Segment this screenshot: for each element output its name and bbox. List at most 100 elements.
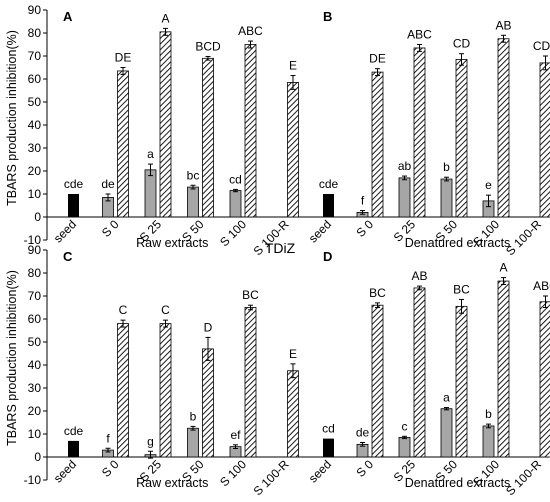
significance-label: DE xyxy=(115,51,132,65)
significance-label: C xyxy=(161,303,170,317)
significance-label: e xyxy=(485,178,492,192)
panel-letter: A xyxy=(63,9,73,24)
significance-label: CD xyxy=(453,37,471,51)
bar-gray xyxy=(482,425,495,458)
bar-seed xyxy=(68,194,79,217)
significance-label: D xyxy=(204,320,213,334)
bar-hatched xyxy=(371,304,384,458)
bar-hatched xyxy=(455,305,468,458)
significance-label: de xyxy=(356,426,370,440)
x-tick-label: S 100 xyxy=(217,217,249,249)
bar-gray xyxy=(440,178,453,218)
bar-hatched xyxy=(202,348,214,458)
significance-label: C xyxy=(119,303,128,317)
bar-hatched xyxy=(202,57,214,218)
bar-hatched xyxy=(287,82,299,218)
x-tick-label: seed xyxy=(306,217,334,245)
significance-label: BCD xyxy=(195,39,221,53)
y-tick-label: 10 xyxy=(28,187,42,201)
x-tick-label: S 0 xyxy=(99,217,122,240)
bar-hatched xyxy=(159,323,172,458)
bar-hatched xyxy=(159,31,172,218)
bar-hatched xyxy=(117,323,129,458)
significance-label: cde xyxy=(64,424,84,438)
significance-label: cde xyxy=(319,177,339,191)
panel-letter: C xyxy=(63,249,73,264)
bar-hatched xyxy=(244,307,257,458)
bar-gray xyxy=(398,177,411,218)
y-tick-label: 90 xyxy=(28,3,42,17)
significance-label: f xyxy=(361,194,365,208)
y-tick-label: -10 xyxy=(24,233,42,247)
bar-hatched xyxy=(497,38,510,218)
significance-label: de xyxy=(101,177,115,191)
significance-label: cd xyxy=(229,172,242,186)
bar-gray xyxy=(144,169,157,218)
bar-gray xyxy=(187,427,199,458)
center-label: TDiZ xyxy=(265,240,296,256)
x-tick-label: S 0 xyxy=(353,217,376,240)
y-tick-label: 30 xyxy=(28,381,42,395)
significance-label: ab xyxy=(398,159,412,173)
x-tick-label: S 0 xyxy=(99,457,122,480)
significance-label: g xyxy=(147,434,154,448)
y-tick-label: 70 xyxy=(28,289,42,303)
significance-label: BC xyxy=(453,282,470,296)
significance-label: f xyxy=(106,431,110,445)
x-tick-label: S 100-R xyxy=(251,457,292,498)
significance-label: AB xyxy=(411,269,427,283)
significance-label: b xyxy=(190,409,197,423)
significance-label: cde xyxy=(64,177,84,191)
x-tick-label: seed xyxy=(306,457,334,485)
y-tick-label: 60 xyxy=(28,312,42,326)
bar-gray xyxy=(440,408,453,458)
panel-letter: B xyxy=(323,9,332,24)
bar-hatched xyxy=(455,59,468,218)
significance-label: c xyxy=(402,419,408,433)
bar-hatched xyxy=(371,71,384,218)
bar-seed xyxy=(68,440,79,457)
significance-label: cd xyxy=(322,422,335,436)
bar-gray xyxy=(398,437,411,458)
bar-hatched xyxy=(539,301,550,458)
y-tick-label: 30 xyxy=(28,141,42,155)
significance-label: CDE xyxy=(533,39,550,53)
bar-gray xyxy=(229,190,242,218)
y-tick-label: -10 xyxy=(24,473,42,487)
significance-label: ABC xyxy=(238,24,263,38)
bar-hatched xyxy=(117,70,129,218)
significance-label: b xyxy=(485,407,492,421)
significance-label: a xyxy=(147,147,154,161)
y-tick-label: 40 xyxy=(28,118,42,132)
y-tick-label: 20 xyxy=(28,164,42,178)
x-tick-label: seed xyxy=(51,217,79,245)
bar-gray xyxy=(187,186,199,218)
x-axis-label: Denatured extracts xyxy=(405,476,511,490)
bar-hatched xyxy=(413,47,426,218)
y-axis-label-top: TBARS production inhibition(%) xyxy=(5,30,19,206)
bar-hatched xyxy=(539,62,550,218)
significance-label: E xyxy=(289,347,297,361)
y-tick-label: 80 xyxy=(28,26,42,40)
x-axis-label: Raw extracts xyxy=(136,236,208,250)
significance-label: ABC xyxy=(407,28,432,42)
significance-label: BC xyxy=(369,286,386,300)
y-tick-label: 50 xyxy=(28,95,42,109)
y-tick-label: 80 xyxy=(28,266,42,280)
x-tick-label: S 0 xyxy=(353,457,376,480)
x-tick-label: seed xyxy=(51,457,79,485)
significance-label: ABC xyxy=(533,279,550,293)
y-tick-label: 0 xyxy=(34,450,41,464)
panel-letter: D xyxy=(323,249,332,264)
bar-seed xyxy=(323,194,334,217)
bar-hatched xyxy=(497,280,510,458)
bar-hatched xyxy=(413,287,426,458)
y-tick-label: 60 xyxy=(28,72,42,86)
significance-label: ef xyxy=(230,428,241,442)
y-tick-label: 0 xyxy=(34,210,41,224)
